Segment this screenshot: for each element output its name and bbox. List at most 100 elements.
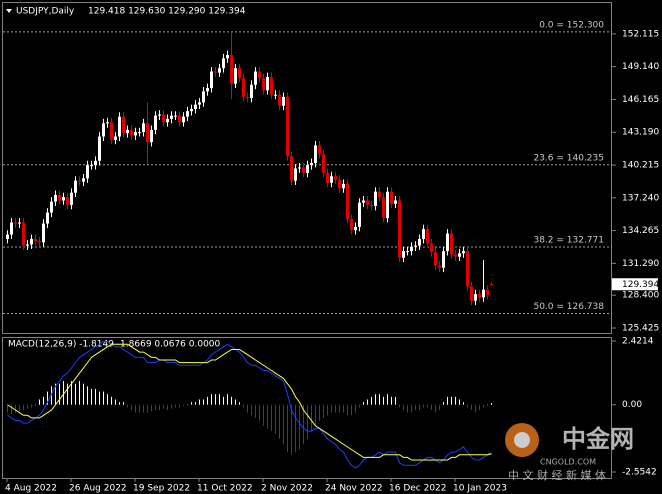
candle-body [326, 172, 329, 183]
macd-bar [443, 402, 444, 405]
candle-body [70, 192, 73, 205]
macd-bar [315, 404, 316, 426]
x-tick-label: 24 Nov 2022 [325, 484, 383, 494]
macd-bar [271, 404, 272, 432]
macd-bar [423, 404, 424, 408]
macd-bar [87, 386, 88, 405]
macd-bar [235, 399, 236, 405]
macd-bar [475, 404, 476, 413]
fib-label: 50.0 = 126.738 [533, 302, 604, 312]
macd-bar [199, 399, 200, 405]
macd-bar [159, 404, 160, 411]
candle-body [338, 179, 341, 189]
macd-bar [231, 396, 232, 405]
macd-bar [259, 404, 260, 421]
macd-bar [123, 402, 124, 405]
macd-bar [479, 404, 480, 411]
candle-body [298, 167, 301, 169]
macd-tick-label: 2.4214 [622, 336, 654, 346]
header-values: 129.418 129.630 129.290 129.394 [88, 7, 246, 17]
macd-bar [187, 404, 188, 406]
macd-bar [151, 404, 152, 412]
macd-bar [279, 404, 280, 439]
macd-bar [483, 404, 484, 408]
macd-bar [15, 404, 16, 413]
candle-body [430, 243, 433, 253]
candle-body [90, 165, 93, 167]
macd-bar [27, 404, 28, 409]
candle-body [402, 251, 405, 258]
macd-bar [239, 402, 240, 405]
x-tick-label: 16 Dec 2022 [389, 484, 447, 494]
macd-bar [459, 399, 460, 405]
candle-body [182, 116, 185, 123]
candle-body [226, 55, 229, 59]
macd-bar [139, 404, 140, 413]
candle-body [262, 78, 265, 91]
macd-bar [275, 404, 276, 434]
macd-bar [91, 388, 92, 405]
macd-bar [67, 383, 68, 405]
macd-bar [439, 404, 440, 411]
candle-body [46, 212, 49, 224]
macd-bar [375, 394, 376, 405]
candle-body [254, 71, 257, 85]
macd-bar [7, 404, 8, 413]
fib-label: 0.0 = 152.300 [539, 20, 604, 30]
macd-main-line [7, 341, 492, 469]
macd-bar [487, 404, 488, 406]
candle-body [26, 244, 29, 246]
macd-bar [143, 404, 144, 413]
candle-body [270, 77, 273, 95]
macd-bar [175, 404, 176, 408]
macd-bar [359, 404, 360, 408]
macd-bar [411, 404, 412, 413]
candle-body [418, 239, 421, 246]
last-price-label: 129.394 [622, 280, 659, 290]
macd-bar [311, 404, 312, 432]
candle-body [82, 178, 85, 182]
candle-body [186, 111, 189, 117]
macd-bar [195, 402, 196, 405]
candle-body [62, 197, 65, 201]
candle-body [330, 176, 333, 183]
macd-bar [255, 404, 256, 418]
x-tick-label: 19 Sep 2022 [133, 484, 190, 494]
macd-bar [267, 404, 268, 429]
macd-bar [323, 404, 324, 418]
candle-body [122, 116, 125, 134]
candle-body [126, 129, 129, 134]
macd-bar [387, 394, 388, 405]
candle-body [438, 265, 441, 268]
macd-bar [119, 402, 120, 405]
macd-bar [471, 404, 472, 411]
y-tick-label: 125.425 [622, 323, 659, 333]
candle-body [382, 197, 385, 219]
candle-body [314, 145, 317, 163]
last-price-box [612, 278, 658, 291]
watermark: 中金网 CNGOLD.COM 中 文 财 经 新 媒 体 [505, 423, 634, 482]
macd-bar [327, 404, 328, 416]
symbol: USDJPY,Daily [16, 7, 75, 17]
macd-bar [55, 383, 56, 405]
macd-bar [183, 404, 184, 407]
macd-bar [431, 404, 432, 411]
candle-body [146, 123, 149, 143]
candle-body [22, 222, 25, 246]
candle-body [222, 58, 225, 69]
candle-body [478, 294, 481, 298]
candle-body [54, 194, 57, 202]
macd-bar [207, 396, 208, 405]
candle-body [406, 251, 409, 253]
macd-bar [283, 404, 284, 445]
candle-body [378, 191, 381, 198]
macd-bar [107, 394, 108, 405]
macd-bar [99, 391, 100, 405]
y-tick-label: 140.215 [622, 161, 659, 171]
candle-body [486, 289, 489, 296]
y-tick-label: 134.265 [622, 226, 659, 236]
candle-body [290, 156, 293, 181]
macd-bar [335, 404, 336, 413]
macd-bar [71, 381, 72, 405]
candle-body [490, 283, 493, 285]
